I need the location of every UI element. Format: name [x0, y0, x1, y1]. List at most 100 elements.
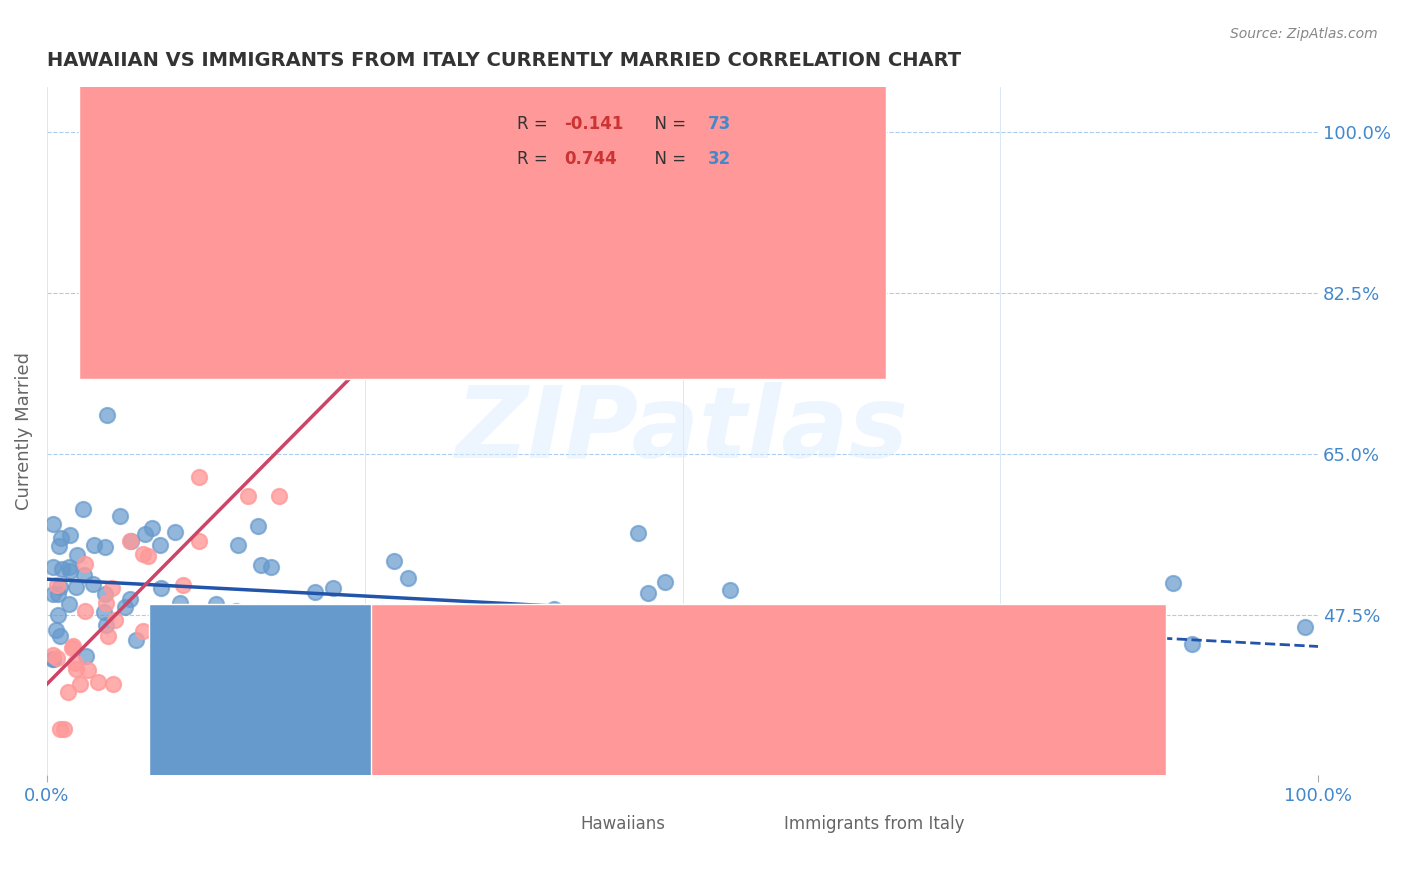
Point	[226, 538, 249, 552]
Point	[58, 685, 80, 699]
Point	[627, 525, 650, 540]
Point	[211, 666, 233, 681]
Text: Source: ZipAtlas.com: Source: ZipAtlas.com	[1230, 27, 1378, 41]
Point	[322, 581, 344, 595]
Point	[63, 656, 86, 670]
Point	[46, 607, 69, 622]
Point	[1017, 623, 1039, 637]
Point	[87, 675, 110, 690]
Point	[45, 623, 67, 637]
Text: Hawaiians: Hawaiians	[581, 814, 666, 832]
Text: R =: R =	[517, 150, 553, 168]
Point	[42, 516, 65, 531]
Point	[100, 582, 122, 596]
Text: R =: R =	[517, 115, 553, 134]
Point	[75, 558, 97, 572]
Point	[441, 638, 464, 652]
Point	[149, 538, 172, 552]
Point	[75, 649, 97, 664]
Point	[96, 618, 118, 632]
Point	[82, 576, 104, 591]
Point	[49, 531, 72, 545]
Point	[42, 652, 65, 666]
Point	[357, 323, 380, 337]
Point	[49, 723, 72, 737]
Text: ZIPatlas: ZIPatlas	[456, 383, 910, 479]
Point	[1163, 576, 1185, 591]
Point	[250, 558, 273, 573]
Point	[150, 581, 173, 595]
FancyBboxPatch shape	[447, 114, 747, 179]
Text: 32: 32	[709, 150, 731, 168]
Point	[136, 549, 159, 563]
Point	[718, 582, 741, 597]
Point	[612, 698, 634, 713]
Point	[259, 629, 281, 643]
Point	[396, 571, 419, 585]
Point	[761, 630, 783, 644]
Point	[59, 564, 82, 578]
Point	[46, 587, 69, 601]
Point	[93, 605, 115, 619]
Point	[42, 652, 65, 666]
Point	[96, 408, 118, 422]
Point	[247, 519, 270, 533]
Point	[225, 604, 247, 618]
Point	[254, 606, 277, 620]
Point	[141, 521, 163, 535]
Point	[114, 599, 136, 614]
Point	[267, 489, 290, 503]
Point	[508, 200, 530, 214]
Text: N =: N =	[644, 150, 692, 168]
Point	[412, 609, 434, 624]
Text: N =: N =	[644, 115, 692, 134]
Point	[48, 629, 70, 643]
Point	[104, 613, 127, 627]
Point	[42, 587, 65, 601]
Point	[94, 540, 117, 554]
Point	[675, 637, 697, 651]
Point	[169, 596, 191, 610]
Point	[62, 639, 84, 653]
FancyBboxPatch shape	[371, 605, 1166, 892]
Point	[66, 548, 89, 562]
Point	[65, 580, 87, 594]
Point	[637, 586, 659, 600]
Point	[187, 533, 209, 548]
Point	[94, 596, 117, 610]
Point	[1181, 637, 1204, 651]
Point	[382, 554, 405, 568]
Point	[69, 676, 91, 690]
Point	[65, 662, 87, 676]
Text: 0.744: 0.744	[564, 150, 617, 168]
Point	[75, 603, 97, 617]
Point	[236, 489, 259, 503]
FancyBboxPatch shape	[79, 0, 886, 345]
FancyBboxPatch shape	[149, 605, 943, 892]
Point	[51, 561, 73, 575]
Point	[72, 501, 94, 516]
Point	[103, 677, 125, 691]
Point	[1294, 620, 1316, 634]
Point	[46, 578, 69, 592]
Point	[188, 470, 211, 484]
Point	[574, 628, 596, 642]
Point	[118, 534, 141, 549]
Point	[172, 578, 194, 592]
Point	[120, 533, 142, 548]
Text: 73: 73	[709, 115, 731, 134]
Point	[620, 615, 643, 629]
Point	[543, 602, 565, 616]
Point	[96, 628, 118, 642]
Point	[42, 560, 65, 574]
Point	[654, 574, 676, 589]
Point	[53, 723, 76, 737]
Point	[132, 624, 155, 639]
Point	[797, 660, 820, 674]
Point	[120, 591, 142, 606]
Point	[42, 648, 65, 663]
FancyBboxPatch shape	[79, 0, 886, 379]
Point	[478, 606, 501, 620]
Point	[419, 291, 441, 305]
Point	[83, 537, 105, 551]
